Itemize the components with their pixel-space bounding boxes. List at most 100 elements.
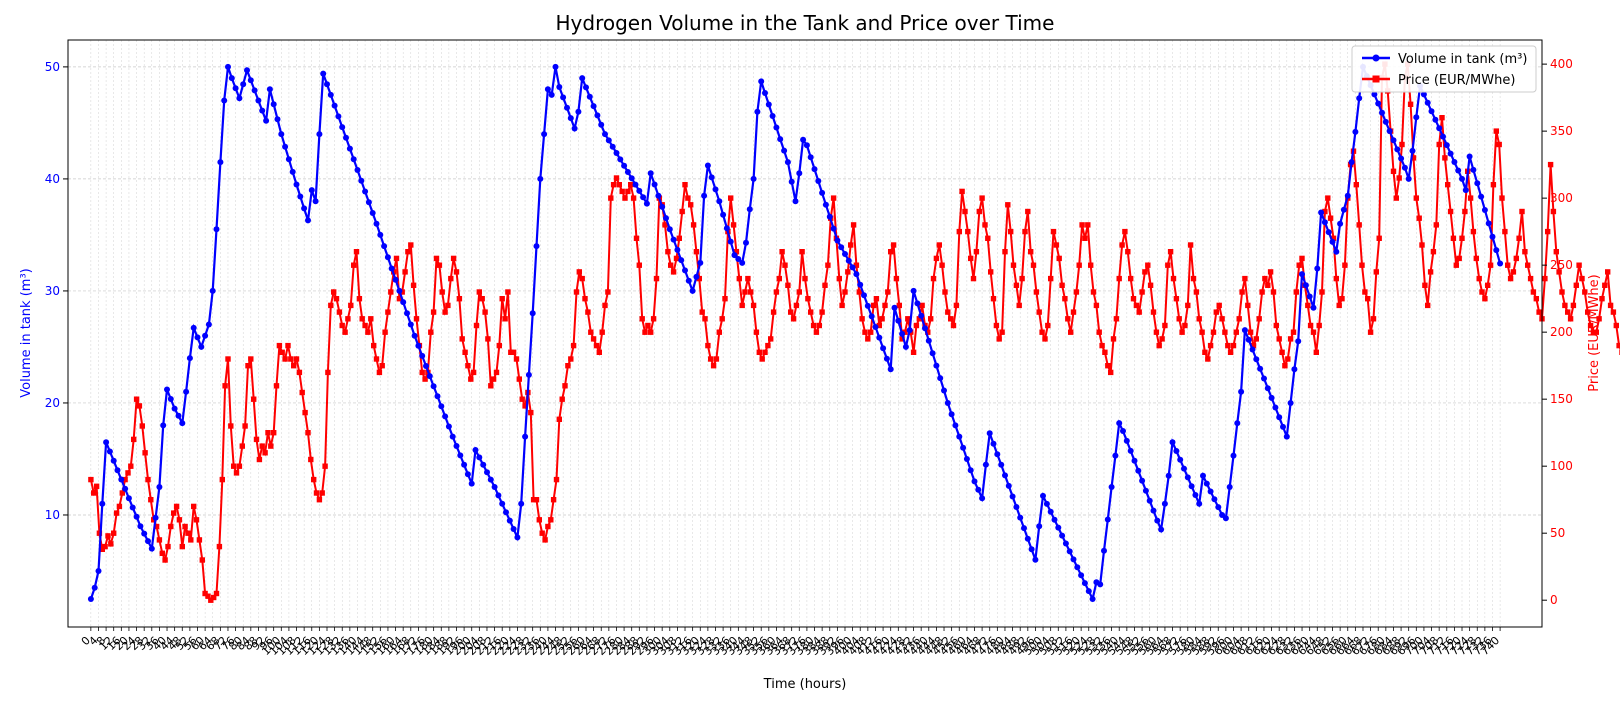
price-point <box>748 289 754 295</box>
volume-point <box>263 117 270 124</box>
volume-point <box>190 324 197 331</box>
left-tick-label: 40 <box>45 172 60 186</box>
price-point <box>385 309 391 315</box>
price-point <box>536 517 542 523</box>
price-point <box>896 302 902 309</box>
price-point <box>545 523 551 530</box>
volume-point <box>259 107 266 114</box>
price-point <box>1562 302 1568 309</box>
volume-point <box>183 388 190 395</box>
price-point <box>513 356 520 362</box>
price-point <box>1605 269 1611 275</box>
volume-point <box>205 321 212 328</box>
price-point <box>999 329 1005 335</box>
price-point <box>1587 322 1594 329</box>
price-point <box>213 590 220 597</box>
price-point <box>739 302 745 309</box>
price-point <box>113 510 120 516</box>
price-point <box>1222 329 1228 335</box>
price-point <box>630 195 637 201</box>
legend-volume-marker <box>1372 54 1380 62</box>
volume-point <box>746 206 753 213</box>
price-point <box>196 537 203 543</box>
price-point <box>556 416 562 422</box>
price-point <box>1085 222 1091 228</box>
price-point <box>259 443 265 449</box>
price-point <box>559 396 565 402</box>
volume-point <box>1261 375 1267 382</box>
volume-point <box>1158 526 1165 533</box>
price-point <box>376 369 383 376</box>
price-point <box>668 262 674 268</box>
price-point <box>1293 289 1299 295</box>
price-point <box>985 235 991 241</box>
price-point <box>1079 222 1085 228</box>
price-point <box>1319 289 1325 295</box>
price-point <box>805 296 811 302</box>
volume-point <box>381 243 388 250</box>
price-point <box>976 208 982 215</box>
price-point <box>296 369 303 376</box>
volume-point <box>777 136 784 143</box>
price-point <box>408 242 414 248</box>
price-point <box>333 296 340 302</box>
price-point <box>965 228 971 235</box>
volume-point <box>103 439 110 446</box>
price-point <box>322 463 328 469</box>
price-point <box>1299 255 1305 262</box>
price-point <box>1616 342 1620 349</box>
price-point <box>1173 296 1180 302</box>
volume-point <box>449 433 456 440</box>
volume-point <box>251 87 258 94</box>
volume-point <box>110 457 117 464</box>
volume-point <box>308 187 315 194</box>
volume-point <box>1489 233 1496 240</box>
price-point <box>488 383 494 389</box>
price-point <box>830 195 837 201</box>
price-point <box>368 316 374 322</box>
volume-point <box>198 343 205 350</box>
price-point <box>750 302 757 309</box>
price-point <box>1502 228 1508 235</box>
volume-point <box>1424 99 1431 106</box>
volume-point <box>712 186 719 193</box>
price-point <box>1485 282 1491 288</box>
price-point <box>430 309 437 315</box>
volume-point <box>796 170 803 177</box>
volume-point <box>1112 452 1119 459</box>
volume-point <box>1051 516 1058 523</box>
price-point <box>122 476 128 483</box>
price-point <box>1262 275 1268 282</box>
price-point <box>522 403 528 409</box>
price-point <box>176 517 183 523</box>
price-point <box>816 322 822 329</box>
price-point <box>1553 249 1559 255</box>
price-point <box>348 302 354 309</box>
price-point <box>839 302 845 309</box>
price-point <box>1547 161 1554 168</box>
price-point <box>1022 228 1028 235</box>
volume-point <box>560 94 567 101</box>
price-point <box>1322 208 1328 215</box>
price-point <box>1062 296 1068 302</box>
price-point <box>1342 262 1348 268</box>
price-point <box>216 543 223 550</box>
price-point <box>173 503 180 510</box>
price-point <box>153 523 160 530</box>
price-point <box>1436 141 1442 148</box>
volume-point <box>1036 523 1043 530</box>
price-point <box>1339 296 1345 302</box>
price-point <box>88 476 94 483</box>
price-point <box>993 322 1000 329</box>
price-point <box>753 329 760 335</box>
volume-point <box>278 131 285 138</box>
price-point <box>853 262 860 268</box>
volume-point <box>1340 206 1347 213</box>
price-point <box>382 329 388 335</box>
volume-point <box>282 143 289 150</box>
volume-point <box>556 84 563 90</box>
volume-point <box>1398 155 1405 162</box>
price-point <box>422 376 428 382</box>
volume-point <box>834 237 841 244</box>
price-point <box>1082 235 1088 241</box>
